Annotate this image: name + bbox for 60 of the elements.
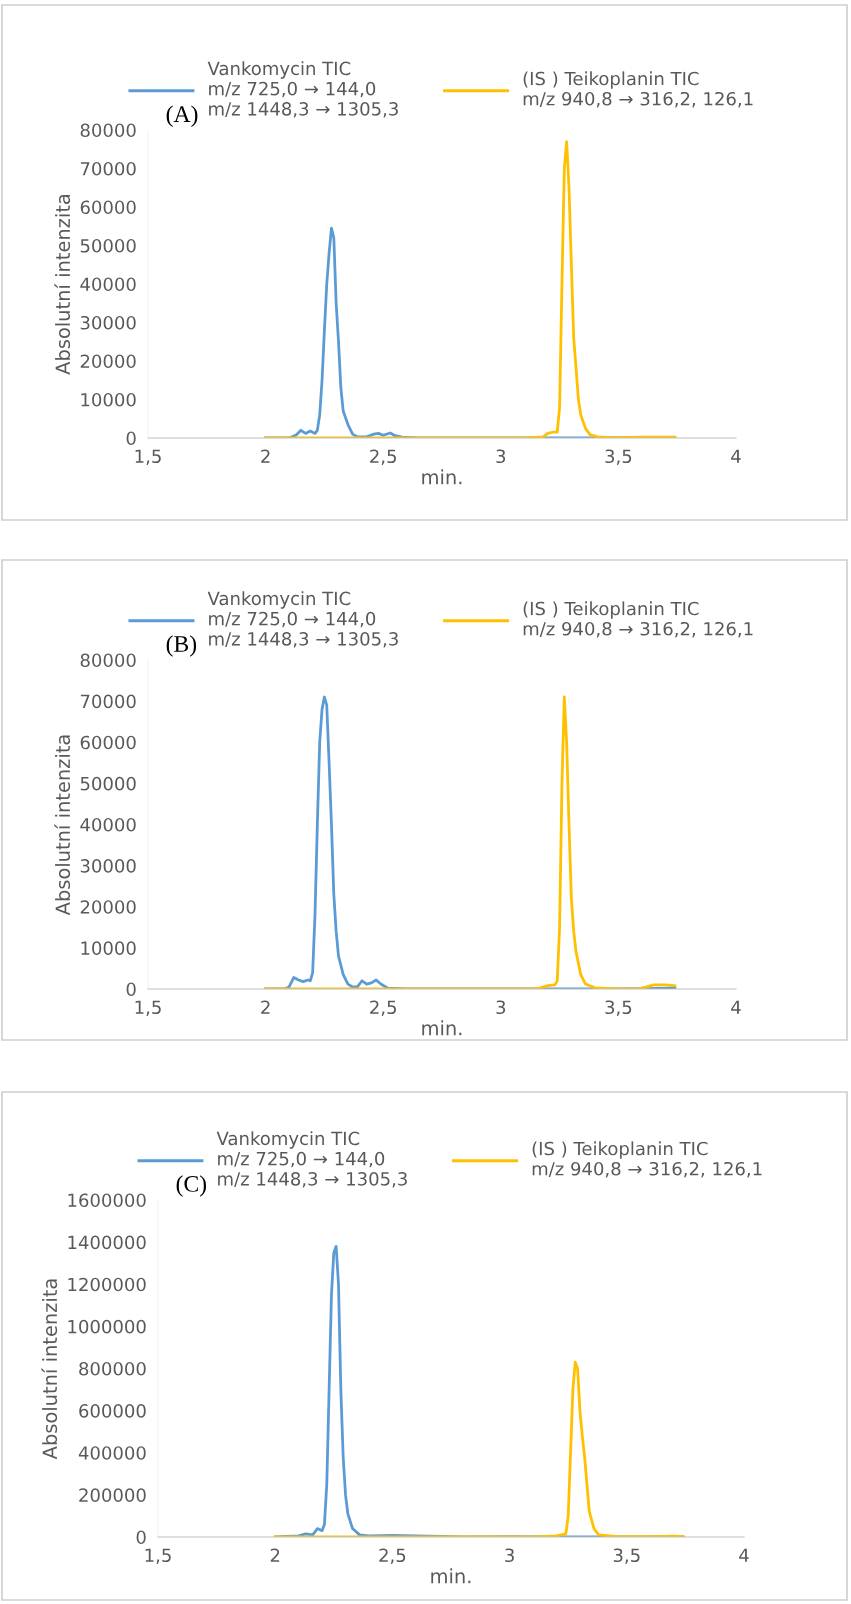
y-tick-label: 40000 xyxy=(80,817,136,832)
legend-label: Vankomycin TIC m/z 725,0 → 144,0 m/z 1448,3 → 1305,3 xyxy=(207,61,398,118)
y-tick-label: 80000 xyxy=(80,653,136,668)
y-tick-label: 1000000 xyxy=(68,1319,146,1334)
x-tick-label: 3 xyxy=(496,1000,506,1015)
x-tick-label: 1,5 xyxy=(135,449,161,465)
x-tick-label: 4 xyxy=(739,1548,749,1562)
y-tick-label: 70000 xyxy=(80,694,136,709)
x-axis-title: min. xyxy=(422,1020,462,1036)
y-tick-label: 50000 xyxy=(80,776,136,791)
legend-label: (IS ) Teikoplanin TIC m/z 940,8 → 316,2, 126,1 xyxy=(523,601,753,638)
y-tick-label: 20000 xyxy=(80,354,136,369)
y-tick-label: 70000 xyxy=(80,161,136,176)
legend-label: (IS ) Teikoplanin TIC m/z 940,8 → 316,2, 126,1 xyxy=(523,71,753,108)
x-tick-label: 3 xyxy=(496,449,506,464)
text: (B) xyxy=(166,635,197,657)
x-axis-title: min. xyxy=(431,1568,471,1584)
x-tick-label: 3,5 xyxy=(605,1000,632,1016)
y-tick-label: 0 xyxy=(136,1530,146,1545)
x-tick-label: 2 xyxy=(261,1000,270,1014)
x-tick-label: 1,5 xyxy=(145,1548,171,1564)
x-axis-title: min. xyxy=(422,469,462,485)
y-tick-label: 10000 xyxy=(81,941,136,955)
y-tick-label: 40000 xyxy=(80,277,136,292)
x-tick-label: 2,5 xyxy=(370,449,396,465)
y-tick-label: 1400000 xyxy=(68,1235,146,1250)
y-tick-label: 800000 xyxy=(79,1361,146,1376)
y-tick-label: 10000 xyxy=(81,392,136,407)
y-axis-title: Absolutní intenzita xyxy=(54,735,71,916)
y-tick-label: 0 xyxy=(126,431,136,446)
y-tick-label: 60000 xyxy=(80,735,136,750)
y-tick-label: 20000 xyxy=(80,900,136,914)
y-tick-label: 30000 xyxy=(80,315,136,330)
x-tick-label: 2 xyxy=(270,1548,280,1562)
y-axis-title: Absolutní intenzita xyxy=(41,1279,58,1460)
x-tick-label: 2,5 xyxy=(370,1000,396,1016)
legend-label: (IS ) Teikoplanin TIC m/z 940,8 → 316,2, 126,1 xyxy=(532,1141,762,1178)
y-axis-title: Absolutní intenzita xyxy=(54,194,71,375)
y-tick-label: 80000 xyxy=(80,123,136,138)
y-tick-label: 0 xyxy=(126,982,136,997)
x-tick-label: 3,5 xyxy=(613,1548,640,1564)
y-tick-label: 400000 xyxy=(78,1446,146,1460)
x-tick-label: 2,5 xyxy=(379,1548,406,1564)
text: (C) xyxy=(176,1175,207,1197)
y-tick-label: 1600000 xyxy=(68,1193,146,1208)
x-tick-label: 4 xyxy=(731,449,741,463)
y-tick-label: 60000 xyxy=(80,200,136,215)
legend-label: Vankomycin TIC m/z 725,0 → 144,0 m/z 1448,3 → 1305,3 xyxy=(216,1131,407,1188)
legend-label: Vankomycin TIC m/z 725,0 → 144,0 m/z 1448,3 → 1305,3 xyxy=(207,591,398,648)
y-tick-label: 1200000 xyxy=(68,1277,146,1292)
x-tick-label: 1,5 xyxy=(135,1000,161,1016)
x-tick-label: 3 xyxy=(505,1548,514,1563)
y-tick-label: 600000 xyxy=(79,1404,146,1418)
text: (A) xyxy=(166,105,198,127)
y-tick-label: 30000 xyxy=(80,859,136,873)
x-tick-label: 3,5 xyxy=(605,449,632,465)
y-tick-label: 50000 xyxy=(80,238,136,253)
x-tick-label: 2 xyxy=(261,449,270,463)
x-tick-label: 4 xyxy=(731,1000,741,1014)
y-tick-label: 200000 xyxy=(79,1488,146,1502)
